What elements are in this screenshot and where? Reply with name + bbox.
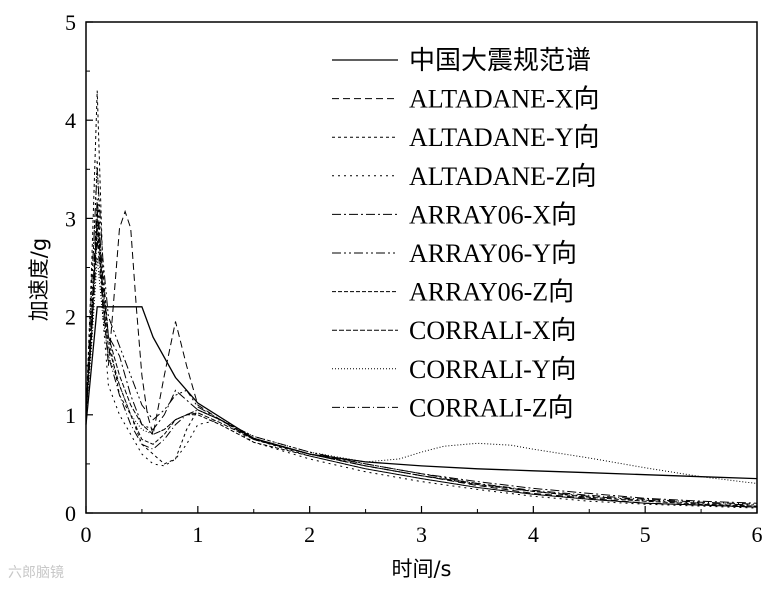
y-tick-label: 4 <box>65 108 76 133</box>
watermark-logo: 六郎脑镜 <box>8 565 64 581</box>
y-tick-label: 2 <box>65 305 76 330</box>
series-line-7 <box>85 218 758 507</box>
y-tick-label: 1 <box>65 403 76 428</box>
series-line-9 <box>85 237 758 505</box>
legend-label: CORRALI-Y向 <box>409 355 577 384</box>
y-axis: 0 1 2 3 4 5 <box>65 10 93 526</box>
series-line-6 <box>85 228 758 508</box>
x-tick-label: 5 <box>640 522 651 547</box>
series-line-5 <box>85 169 758 506</box>
legend-label: ARRAY06-Z向 <box>409 278 574 307</box>
legend-label: CORRALI-Z向 <box>409 393 574 422</box>
x-tick-label: 6 <box>752 522 763 547</box>
legend-label: ALTADANE-Z向 <box>409 162 597 191</box>
y-tick-label: 0 <box>65 501 76 526</box>
legend-label: ARRAY06-X向 <box>409 200 577 229</box>
plot-lines <box>85 90 758 509</box>
legend-label: ALTADANE-X向 <box>409 85 600 114</box>
y-axis-title: 加速度/g <box>27 238 51 321</box>
legend-label: CORRALI-X向 <box>409 316 577 345</box>
y-tick-label: 5 <box>65 10 76 35</box>
x-tick-label: 1 <box>192 522 203 547</box>
legend-label: 中国大震规范谱 <box>409 46 591 75</box>
x-tick-label: 3 <box>416 522 427 547</box>
x-tick-label: 4 <box>528 522 539 547</box>
x-axis: 0 1 2 3 4 5 6 <box>81 506 763 547</box>
x-tick-label: 0 <box>81 522 92 547</box>
y-tick-label: 3 <box>65 206 76 231</box>
series-line-1 <box>85 208 758 508</box>
legend: 中国大震规范谱 ALTADANE-X向 ALTADANE-Y向 ALTADANE-Z向… <box>332 46 600 422</box>
legend-label: ARRAY06-Y向 <box>409 239 577 268</box>
series-line-3 <box>85 159 758 509</box>
x-tick-label: 2 <box>304 522 315 547</box>
x-axis-title: 时间/s <box>391 557 451 581</box>
legend-label: ALTADANE-Y向 <box>409 123 600 152</box>
